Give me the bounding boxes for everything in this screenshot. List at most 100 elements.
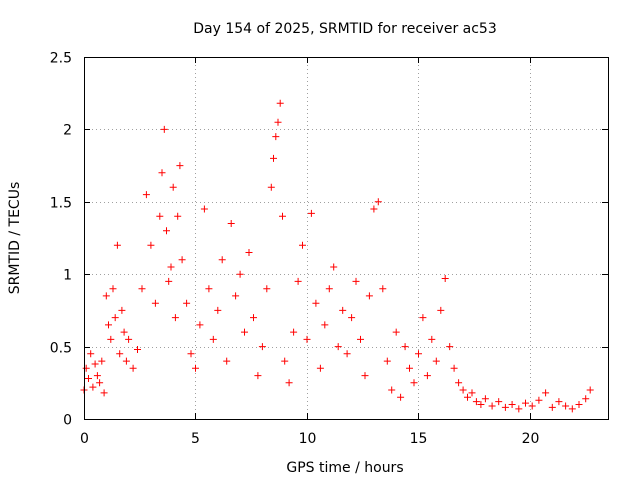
data-point — [120, 328, 128, 336]
data-point — [339, 306, 347, 314]
data-point — [91, 360, 99, 368]
data-point — [432, 357, 440, 365]
x-axis-label: GPS time / hours — [286, 460, 403, 476]
x-tick-label: 15 — [410, 431, 428, 447]
data-point — [138, 285, 146, 293]
point-layer — [80, 99, 594, 413]
data-point — [472, 398, 480, 406]
data-point — [263, 285, 271, 293]
data-point — [477, 401, 485, 408]
data-point — [321, 321, 329, 329]
data-point — [111, 314, 119, 322]
data-point — [542, 389, 550, 397]
data-point — [258, 343, 266, 351]
data-point — [89, 383, 97, 391]
data-point — [357, 335, 364, 343]
data-point — [279, 212, 286, 220]
data-point — [379, 285, 387, 293]
data-point — [325, 285, 333, 293]
data-point — [488, 402, 496, 410]
data-point — [254, 372, 262, 380]
x-tick-label: 10 — [299, 431, 317, 447]
data-point — [183, 299, 191, 307]
data-point — [334, 343, 342, 351]
data-point — [568, 405, 576, 413]
data-point — [134, 346, 141, 353]
data-point — [441, 275, 449, 282]
data-point — [116, 350, 124, 358]
data-point — [423, 372, 431, 380]
data-point — [299, 241, 306, 249]
data-point — [501, 403, 509, 411]
data-point — [227, 220, 235, 227]
data-point — [303, 335, 311, 343]
data-point — [223, 357, 231, 365]
data-point — [397, 393, 405, 401]
data-point — [401, 343, 409, 351]
data-point — [205, 285, 213, 293]
data-point — [281, 357, 289, 365]
data-point — [165, 277, 173, 285]
data-point — [437, 306, 445, 314]
data-point — [285, 379, 293, 387]
data-point — [118, 306, 126, 314]
data-point — [218, 256, 226, 264]
data-point — [236, 270, 244, 278]
data-point — [176, 162, 184, 170]
data-point — [174, 212, 182, 220]
data-point — [481, 395, 489, 403]
data-point — [548, 403, 556, 411]
data-point — [171, 314, 179, 322]
data-point — [187, 350, 195, 358]
data-point — [113, 241, 121, 249]
data-point — [169, 183, 177, 191]
data-point — [107, 335, 115, 343]
data-point — [316, 364, 324, 372]
data-point — [214, 306, 222, 314]
data-point — [468, 389, 476, 397]
y-tick-label: 1.5 — [50, 196, 72, 212]
data-point — [415, 350, 422, 358]
data-point — [464, 393, 471, 401]
data-point — [562, 402, 570, 410]
data-point — [87, 350, 95, 358]
data-point — [522, 399, 529, 407]
tick-layer: 0 0.5 1 1.5 2 2.5 0 5 10 15 20 — [50, 51, 608, 447]
data-point — [383, 357, 391, 365]
y-tick-label: 2.5 — [50, 51, 72, 67]
data-point — [307, 209, 315, 217]
data-point — [270, 154, 277, 162]
data-point — [156, 212, 164, 220]
data-point — [200, 205, 208, 213]
y-tick-label: 1 — [63, 268, 72, 284]
data-point — [312, 299, 320, 307]
data-point — [142, 191, 150, 199]
data-point — [209, 335, 217, 343]
data-point — [85, 375, 92, 382]
data-point — [93, 372, 101, 380]
data-point — [196, 321, 204, 329]
data-point — [167, 263, 175, 271]
data-point — [365, 292, 373, 300]
data-point — [446, 343, 454, 351]
y-tick-label: 2 — [63, 123, 72, 139]
data-point — [125, 335, 133, 343]
data-point — [290, 328, 298, 336]
data-point — [163, 227, 170, 235]
data-point — [192, 364, 199, 372]
data-point — [388, 386, 396, 394]
x-tick-label: 20 — [522, 431, 540, 447]
data-point — [406, 364, 413, 372]
data-point — [582, 395, 590, 403]
data-point — [392, 328, 400, 336]
data-point — [122, 357, 130, 365]
data-point — [410, 379, 418, 387]
data-point — [241, 328, 248, 336]
data-point — [343, 350, 351, 358]
data-point — [508, 401, 516, 408]
data-point — [82, 364, 90, 372]
data-point — [352, 277, 360, 285]
data-point — [129, 364, 137, 372]
data-point — [160, 125, 168, 133]
